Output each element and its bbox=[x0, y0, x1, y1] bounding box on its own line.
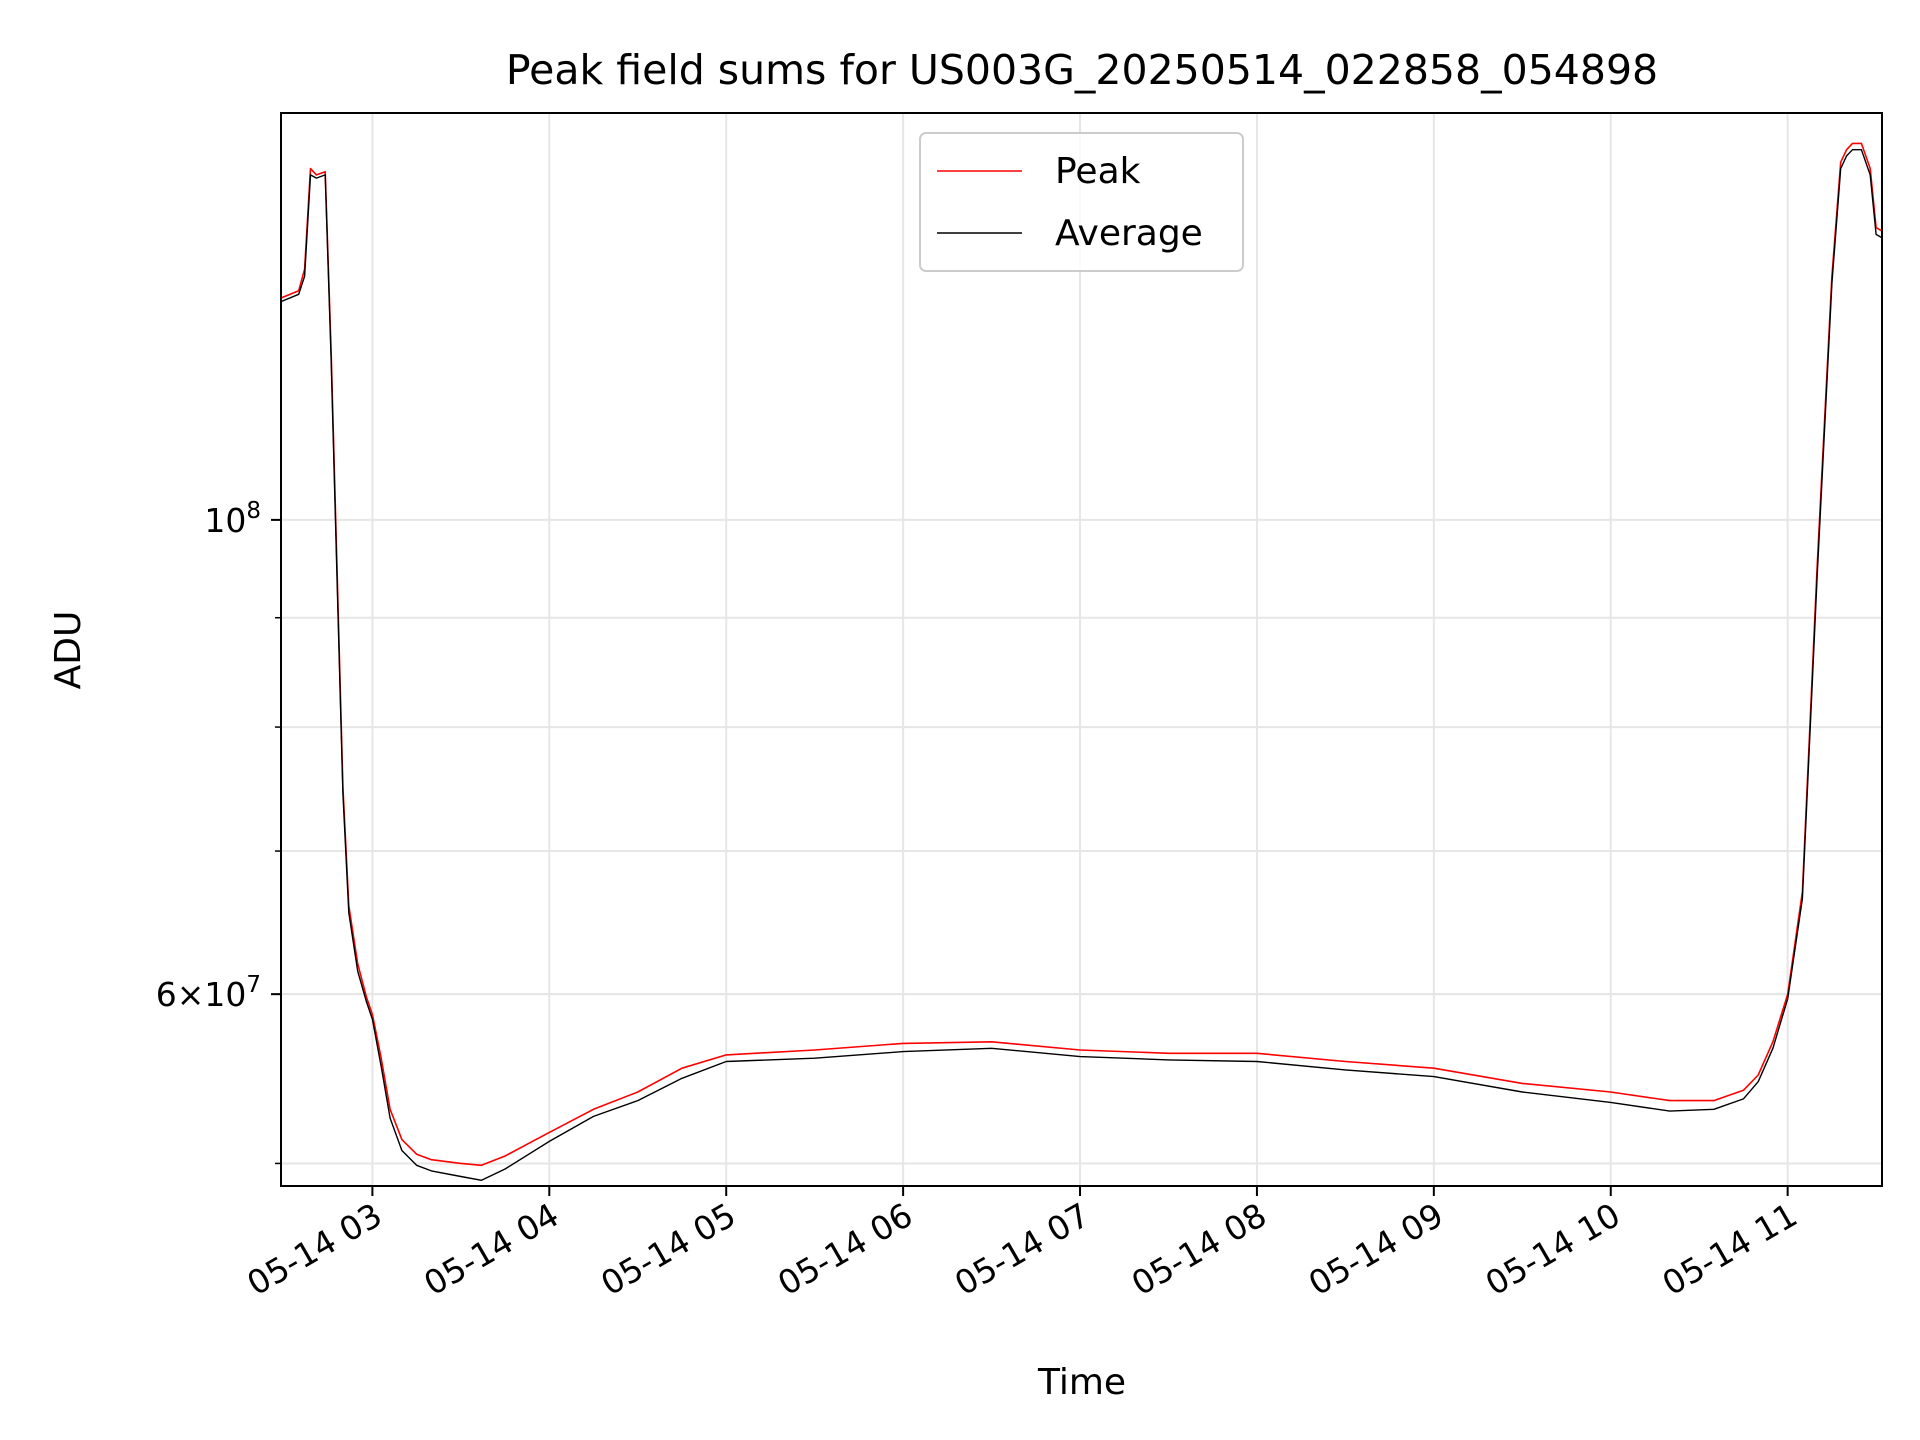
plot-area bbox=[281, 142, 1882, 1182]
legend-label-average: Average bbox=[1055, 213, 1203, 254]
plot-frame bbox=[280, 112, 1883, 1187]
legend-box bbox=[919, 132, 1244, 272]
legend: Peak Average bbox=[919, 132, 1244, 272]
grid bbox=[281, 113, 1882, 1186]
y-axis: 6×107 108 bbox=[156, 498, 281, 1165]
legend-label-peak: Peak bbox=[1055, 151, 1141, 192]
chart-title: Peak field sums for US003G_20250514_0228… bbox=[506, 46, 1658, 94]
y-tick-label: 6×107 bbox=[156, 972, 261, 1014]
y-axis-label: ADU bbox=[48, 611, 89, 690]
x-axis-label: Time bbox=[1037, 1362, 1126, 1403]
series-line-average bbox=[281, 148, 1882, 1182]
y-tick-label: 108 bbox=[204, 498, 261, 540]
